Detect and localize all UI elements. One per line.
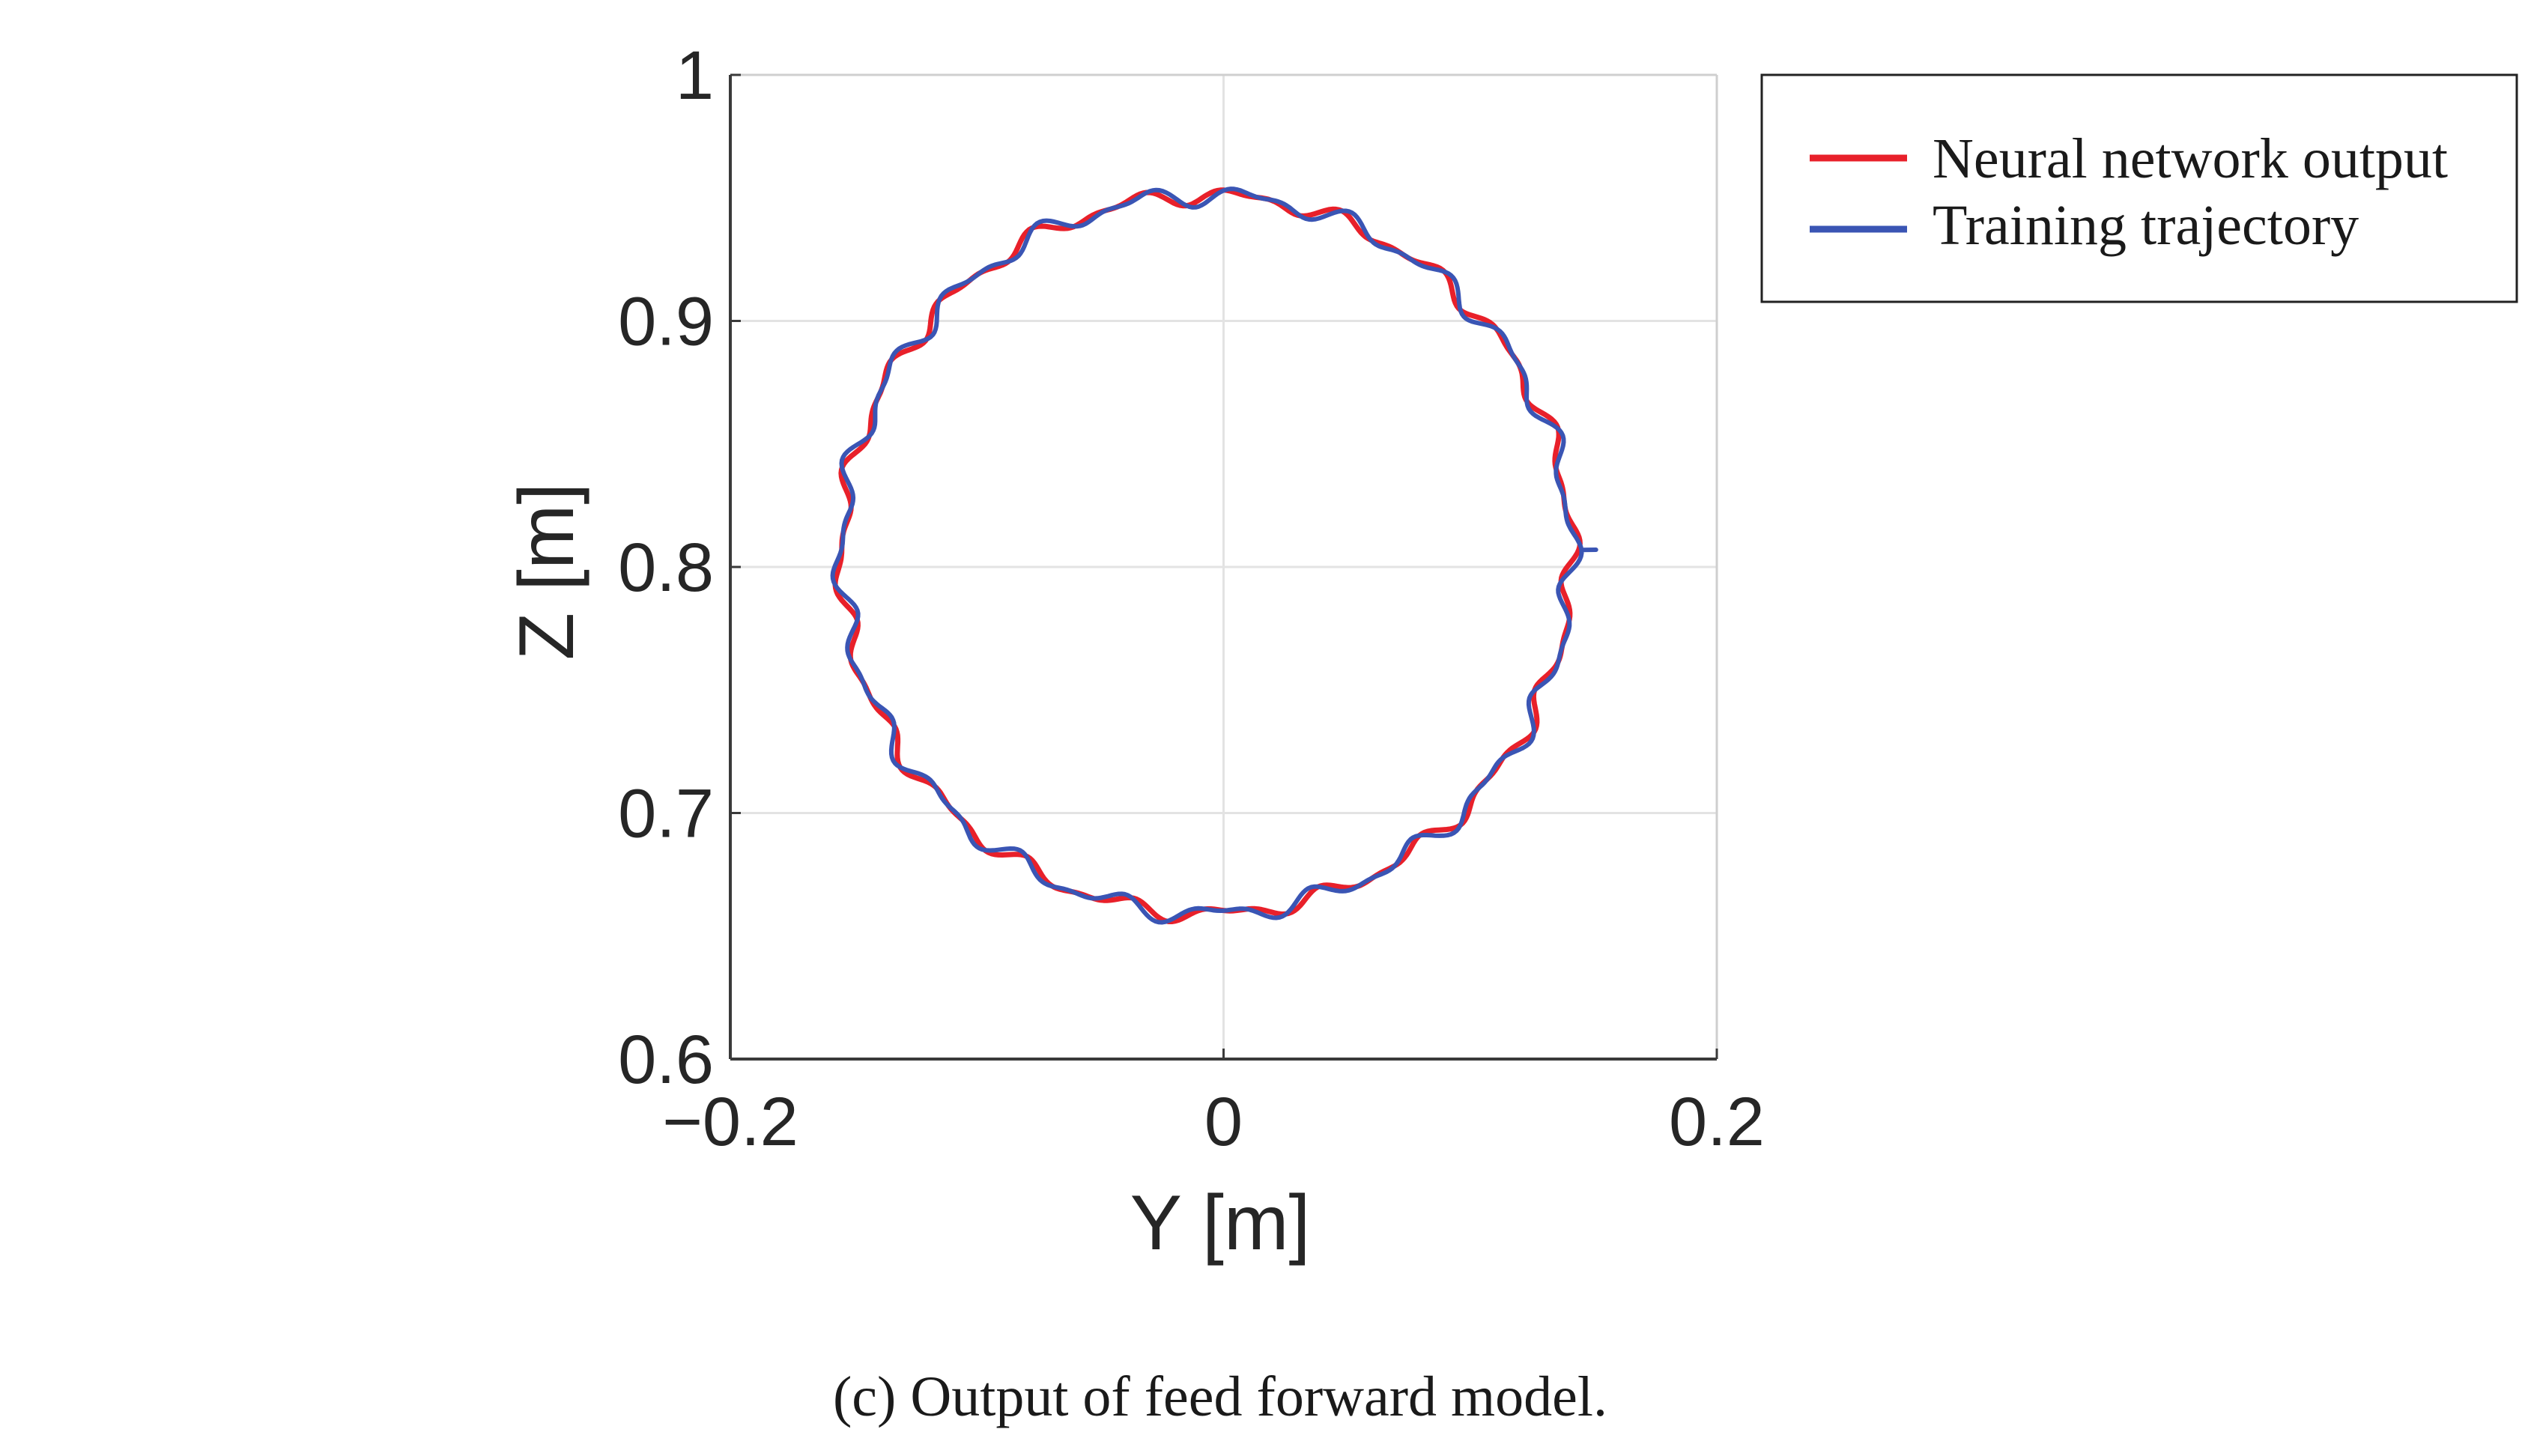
y-axis-ticks: 0.6 0.7 0.8 0.9 1 bbox=[618, 37, 714, 1098]
legend-label-training-trajectory: Training trajectory bbox=[1933, 194, 2359, 257]
x-tick-label: −0.2 bbox=[662, 1084, 798, 1160]
x-tick-label: 0.2 bbox=[1669, 1084, 1765, 1160]
series-line-neural-network-output bbox=[832, 187, 1583, 924]
y-tick-label: 1 bbox=[676, 37, 714, 114]
x-axis-ticks: −0.2 0 0.2 bbox=[662, 1084, 1765, 1160]
y-tick-label: 0.7 bbox=[618, 776, 714, 852]
legend: Neural network output Training trajector… bbox=[1760, 73, 2518, 303]
legend-label-neural-network-output: Neural network output bbox=[1933, 127, 2448, 190]
y-axis-label: Z [m] bbox=[503, 483, 590, 661]
y-tick-label: 0.9 bbox=[618, 284, 714, 360]
series-line-training-trajectory bbox=[830, 186, 1598, 925]
axes-box bbox=[729, 73, 1718, 1061]
legend-box bbox=[1760, 73, 2518, 303]
x-tick-label: 0 bbox=[1204, 1084, 1243, 1160]
figure-caption: (c) Output of feed forward model. bbox=[833, 1365, 1607, 1428]
y-tick-label: 0.8 bbox=[618, 530, 714, 606]
x-axis-label: Y [m] bbox=[1130, 1180, 1311, 1267]
y-tick-label: 0.6 bbox=[618, 1022, 714, 1098]
series-layer bbox=[830, 186, 1598, 925]
